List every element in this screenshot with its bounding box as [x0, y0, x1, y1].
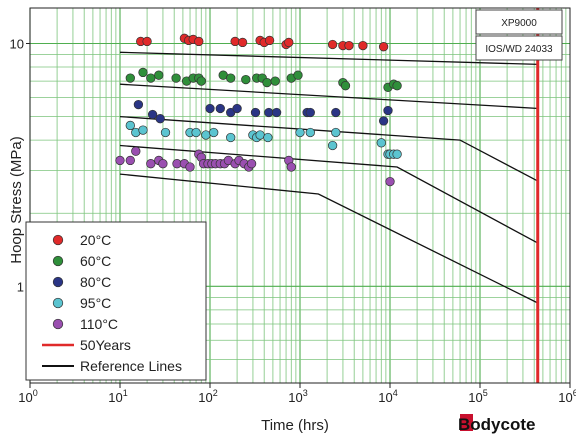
- data-point: [392, 81, 402, 91]
- data-point: [160, 127, 171, 138]
- data-point: [383, 105, 393, 116]
- data-point: [194, 36, 204, 47]
- legend-label: 20°C: [80, 232, 111, 248]
- data-point: [226, 73, 236, 83]
- data-point: [171, 73, 181, 83]
- data-point: [331, 127, 341, 138]
- x-axis-label: Time (hrs): [261, 417, 329, 434]
- data-point: [255, 130, 265, 140]
- data-point: [115, 155, 125, 166]
- data-point: [201, 130, 211, 140]
- legend-marker: [52, 276, 64, 288]
- data-point: [246, 159, 257, 169]
- legend-label: 50Years: [80, 337, 131, 353]
- data-point: [305, 107, 315, 118]
- y-tick-label: 10: [10, 36, 24, 51]
- data-point: [295, 127, 305, 138]
- legend: 20°C 60°C 80°C 95°C 110°C 50Years Reference Li…: [25, 221, 207, 381]
- data-point: [125, 73, 135, 83]
- data-point: [196, 76, 206, 86]
- reference-line: [119, 51, 539, 66]
- legend-label: 60°C: [80, 253, 111, 269]
- data-point: [264, 107, 274, 118]
- legend-marker: [52, 234, 64, 246]
- data-point: [205, 103, 215, 114]
- axis-ticks: 100 101 102 103 104 105 106 1 10: [10, 36, 576, 405]
- data-point: [385, 176, 395, 187]
- data-point: [138, 125, 148, 135]
- x-tick-label: 100: [18, 388, 37, 405]
- data-points: [115, 33, 402, 187]
- data-point: [146, 73, 156, 83]
- spec-box-2: IOS/WD 24033: [485, 44, 553, 55]
- legend-label: Reference Lines: [80, 358, 182, 374]
- data-point: [331, 107, 341, 118]
- legend-label: 95°C: [80, 295, 111, 311]
- data-point: [226, 132, 236, 143]
- legend-label: 80°C: [80, 274, 111, 290]
- data-point: [125, 155, 135, 166]
- x-tick-label: 106: [558, 388, 576, 405]
- data-point: [250, 107, 261, 118]
- x-tick-label: 101: [108, 388, 127, 405]
- reference-line: [119, 173, 540, 305]
- legend-label: 110°C: [80, 316, 118, 332]
- data-point: [358, 40, 368, 51]
- data-point: [262, 77, 272, 88]
- data-point: [271, 107, 282, 118]
- data-point: [158, 159, 168, 169]
- bodycote-logo: Bodycote: [458, 414, 535, 434]
- y-tick-label: 1: [17, 279, 24, 294]
- data-point: [327, 39, 338, 50]
- data-point: [125, 120, 135, 131]
- data-point: [392, 149, 402, 159]
- x-tick-label: 104: [378, 388, 397, 405]
- data-point: [241, 74, 251, 85]
- data-point: [215, 103, 225, 114]
- data-point: [155, 114, 165, 124]
- x-tick-label: 105: [468, 388, 487, 405]
- reference-line: [119, 115, 540, 183]
- legend-marker: [52, 255, 64, 267]
- data-point: [209, 127, 219, 138]
- data-point: [147, 109, 158, 120]
- reference-line: [119, 83, 539, 110]
- y-axis-label: Hoop Stress (MPa): [8, 136, 25, 264]
- data-point: [133, 99, 144, 110]
- logo-text: Bodycote: [458, 415, 535, 434]
- legend-marker: [52, 297, 64, 309]
- reference-lines: [119, 51, 540, 305]
- data-point: [264, 35, 275, 46]
- data-point: [305, 127, 315, 138]
- data-point: [154, 70, 164, 80]
- data-point: [263, 132, 273, 143]
- data-point: [138, 67, 148, 78]
- data-point: [142, 36, 152, 47]
- data-point: [378, 116, 389, 126]
- legend-marker: [52, 318, 64, 330]
- data-point: [286, 162, 296, 172]
- data-point: [340, 81, 351, 91]
- spec-box-1: XP9000: [501, 18, 537, 29]
- data-point: [376, 138, 386, 148]
- data-point: [185, 162, 195, 172]
- x-tick-label: 102: [198, 388, 217, 405]
- data-point: [293, 70, 303, 80]
- data-point: [237, 37, 248, 48]
- data-point: [344, 40, 354, 51]
- reference-line: [119, 144, 540, 245]
- data-point: [327, 140, 338, 151]
- spec-boxes: XP9000 IOS/WD 24033: [475, 9, 563, 61]
- data-point: [378, 42, 389, 52]
- data-point: [131, 146, 141, 156]
- data-point: [270, 76, 280, 86]
- data-point: [284, 37, 294, 48]
- data-point: [232, 103, 242, 114]
- x-tick-label: 103: [288, 388, 307, 405]
- data-point: [146, 159, 156, 169]
- data-point: [191, 127, 201, 138]
